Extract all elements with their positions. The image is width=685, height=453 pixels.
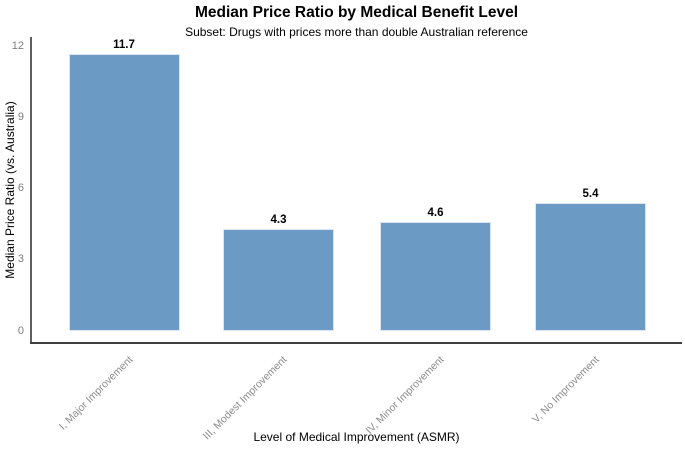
bar-value-label: 11.7 xyxy=(113,38,135,51)
bar-value-label: 4.3 xyxy=(270,214,287,227)
bar xyxy=(223,229,334,331)
chart-title: Median Price Ratio by Medical Benefit Le… xyxy=(194,4,518,21)
x-tick-label: I, Major Improvement xyxy=(56,353,136,433)
y-tick-label: 9 xyxy=(17,111,24,124)
y-axis-line xyxy=(30,37,32,343)
x-tick-label: IV, Minor Improvement xyxy=(363,353,447,437)
x-axis-title: Level of Medical Improvement (ASMR) xyxy=(253,430,460,444)
bar xyxy=(380,221,491,331)
y-tick-label: 3 xyxy=(17,253,24,266)
x-tick-label: V, No Improvement xyxy=(529,353,602,426)
chart-subtitle: Subset: Drugs with prices more than doub… xyxy=(185,25,528,39)
y-tick-label: 0 xyxy=(17,324,24,337)
bar-value-label: 4.6 xyxy=(427,206,444,219)
y-tick-label: 12 xyxy=(11,40,24,53)
bar xyxy=(68,53,180,331)
bar xyxy=(535,203,646,331)
x-axis-line xyxy=(30,342,682,344)
y-tick-label: 6 xyxy=(17,182,24,195)
bar-value-label: 5.4 xyxy=(582,188,599,201)
